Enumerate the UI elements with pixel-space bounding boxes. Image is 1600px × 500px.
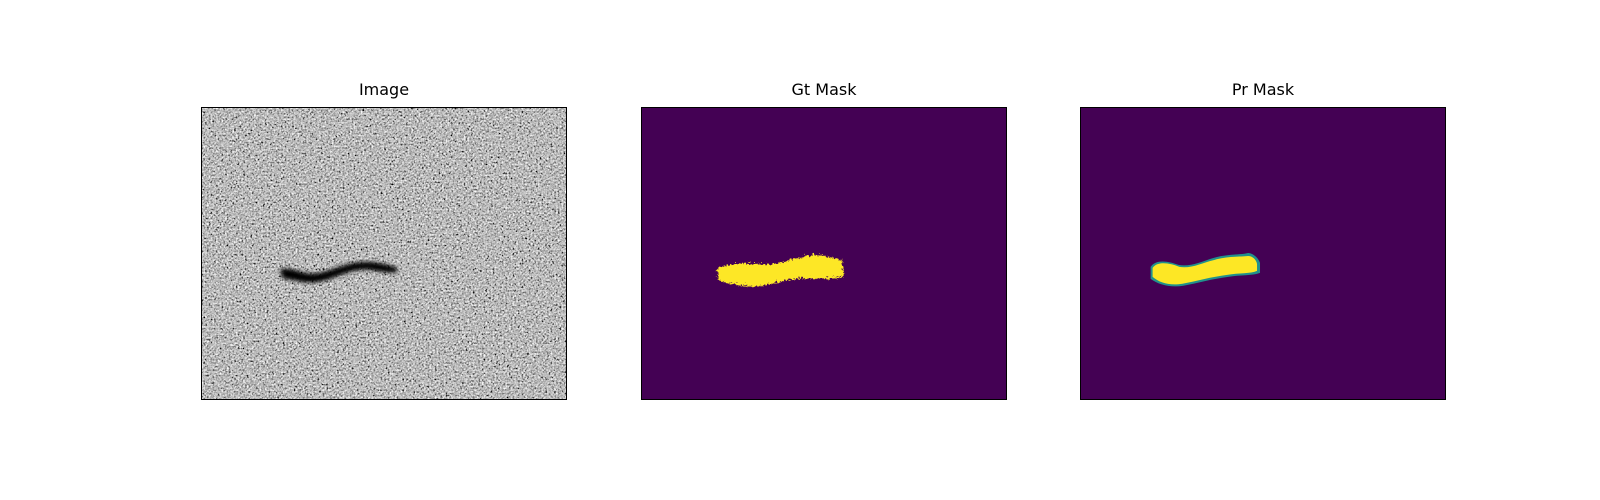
panel-title-image: Image (358, 80, 410, 99)
gt-mask-image (642, 108, 1006, 399)
pr-mask-region (1152, 255, 1258, 285)
dark-slick (279, 261, 398, 283)
image-panel (201, 107, 567, 400)
gt-mask-region (715, 253, 842, 285)
pr-mask-panel (1080, 107, 1446, 400)
panel-title-gt-mask: Gt Mask (791, 80, 857, 99)
sar-image (202, 108, 566, 399)
gt-mask-panel (641, 107, 1007, 400)
pr-mask-image (1081, 108, 1445, 399)
panel-title-pr-mask: Pr Mask (1231, 80, 1295, 99)
